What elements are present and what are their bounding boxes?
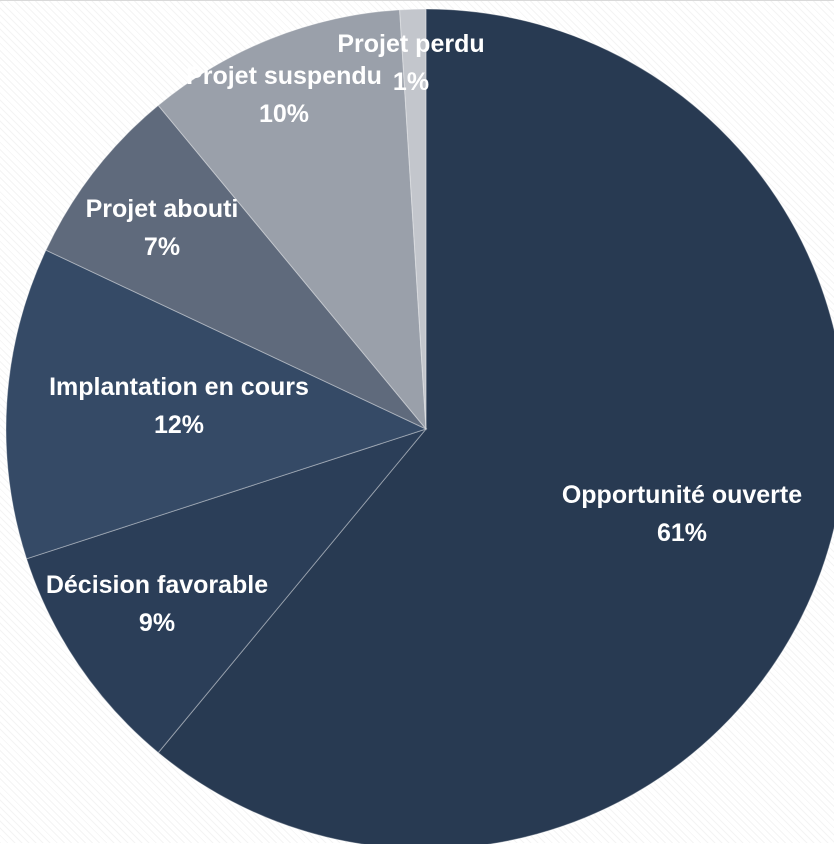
slice-category-label: Opportunité ouverte bbox=[562, 481, 802, 509]
data-label-projet-abouti: Projet abouti 7% bbox=[86, 195, 239, 261]
slice-percent-label: 12% bbox=[154, 411, 204, 439]
pie-slice-implantation-en-cours bbox=[5, 249, 428, 560]
data-label-opportunite-ouverte: Opportunité ouverte 61% bbox=[562, 481, 802, 547]
pie-slice-projet-perdu bbox=[399, 8, 427, 430]
slice-category-label: Projet abouti bbox=[86, 195, 239, 223]
slice-percent-label: 10% bbox=[259, 100, 309, 128]
data-label-decision-favorable: Décision favorable 9% bbox=[46, 571, 268, 637]
data-label-projet-suspendu: Projet suspendu 10% bbox=[186, 62, 382, 128]
slice-category-label: Projet suspendu bbox=[186, 62, 382, 90]
slice-percent-label: 7% bbox=[144, 233, 180, 261]
slice-category-label: Implantation en cours bbox=[49, 373, 309, 401]
slice-percent-label: 1% bbox=[393, 68, 429, 96]
data-label-projet-perdu: Projet perdu 1% bbox=[337, 30, 484, 96]
pie-slice-projet-suspendu bbox=[157, 9, 427, 431]
data-label-implantation-en-cours: Implantation en cours 12% bbox=[49, 373, 309, 439]
slice-percent-label: 9% bbox=[139, 609, 175, 637]
pie-slice-projet-abouti bbox=[45, 104, 427, 430]
slice-percent-label: 61% bbox=[657, 519, 707, 547]
pie-slice-opportunite-ouverte bbox=[157, 8, 834, 844]
slice-category-label: Projet perdu bbox=[337, 30, 484, 58]
pie-slice-decision-favorable bbox=[25, 427, 428, 754]
slice-category-label: Décision favorable bbox=[46, 571, 268, 599]
